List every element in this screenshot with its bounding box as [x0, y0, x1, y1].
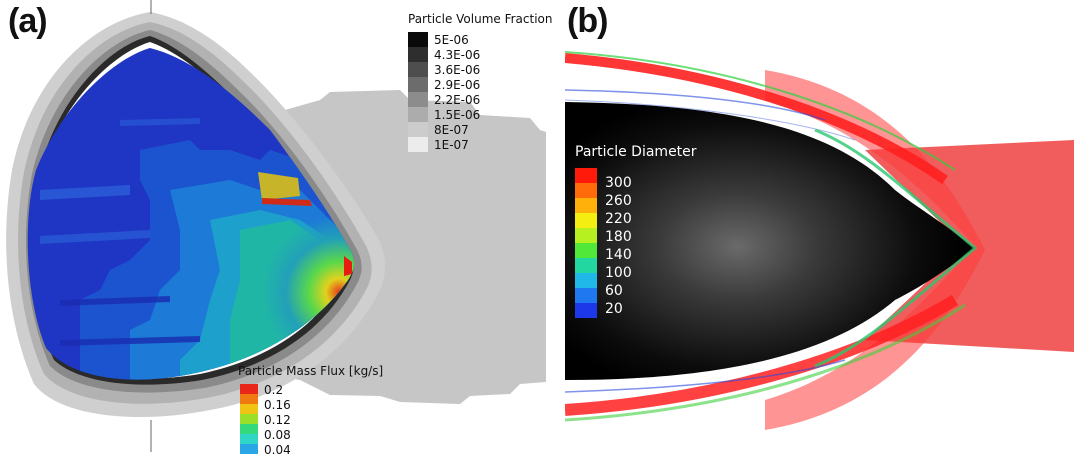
legend-label: 260 — [605, 193, 632, 209]
legend-swatch — [408, 122, 428, 137]
legend-swatch — [408, 32, 428, 47]
legend-label: 1.5E-06 — [434, 108, 481, 122]
legend-label: 0.16 — [264, 398, 291, 412]
legend-swatch — [575, 258, 597, 273]
panel-b-label: (b) — [567, 2, 608, 40]
mass-flux-legend: Particle Mass Flux [kg/s] 0.2 0.16 0.12 0.0… — [236, 364, 406, 460]
legend-swatch — [240, 434, 258, 444]
vehicle-body — [565, 102, 975, 380]
legend-swatch — [575, 183, 597, 198]
volume-fraction-legend: Particle Volume Fraction 5E-06 4.3E-06 3.6… — [408, 12, 558, 152]
legend-swatch — [408, 137, 428, 152]
legend-label: 0.08 — [264, 428, 291, 442]
diameter-legend: Particle Diameter 300 260 220 180 140 100 60 20 — [575, 144, 735, 330]
legend-title: Particle Volume Fraction — [408, 12, 553, 26]
legend-label: 100 — [605, 265, 632, 281]
volume-fraction-plot — [6, 0, 546, 452]
legend-swatch — [408, 62, 428, 77]
legend-label: 180 — [605, 229, 632, 245]
legend-label: 60 — [605, 283, 623, 299]
legend-swatch — [240, 384, 258, 394]
panel-b: (b) Particle Diameter 300 260 220 180 140 100… — [565, 0, 1074, 460]
panel-a: (a) Particle Volume Fraction 5E-06 4.3E-0… — [6, 0, 558, 460]
legend-label: 220 — [605, 211, 632, 227]
legend-swatch — [240, 404, 258, 414]
legend-label: 8E-07 — [434, 123, 469, 137]
panel-a-label: (a) — [8, 2, 48, 40]
legend-swatch — [575, 198, 597, 213]
legend-label: 300 — [605, 175, 632, 191]
legend-swatch — [240, 394, 258, 404]
legend-label: 0.12 — [264, 413, 291, 427]
legend-title: Particle Diameter — [575, 144, 697, 160]
legend-label: 3.6E-06 — [434, 63, 481, 77]
legend-label: 1E-07 — [434, 138, 469, 152]
particle-trajectory-plot — [565, 0, 1074, 460]
legend-swatch — [575, 228, 597, 243]
legend-swatch — [240, 444, 258, 454]
legend-label: 0.04 — [264, 443, 291, 457]
legend-label: 140 — [605, 247, 632, 263]
legend-swatch — [408, 107, 428, 122]
legend-swatch — [408, 92, 428, 107]
legend-label: 2.9E-06 — [434, 78, 481, 92]
legend-swatch — [240, 424, 258, 434]
legend-swatch — [575, 303, 597, 318]
legend-label: 0.2 — [264, 383, 284, 397]
legend-label: 5E-06 — [434, 33, 469, 47]
legend-swatch — [240, 414, 258, 424]
legend-swatch — [575, 288, 597, 303]
legend-label: 4.3E-06 — [434, 48, 481, 62]
legend-swatch — [408, 77, 428, 92]
legend-swatch — [575, 213, 597, 228]
legend-label: 20 — [605, 301, 623, 317]
legend-swatch — [575, 243, 597, 258]
legend-title: Particle Mass Flux [kg/s] — [238, 364, 384, 378]
legend-swatch — [408, 47, 428, 62]
legend-label: 2.2E-06 — [434, 93, 481, 107]
legend-swatch — [575, 273, 597, 288]
legend-swatch — [575, 168, 597, 183]
